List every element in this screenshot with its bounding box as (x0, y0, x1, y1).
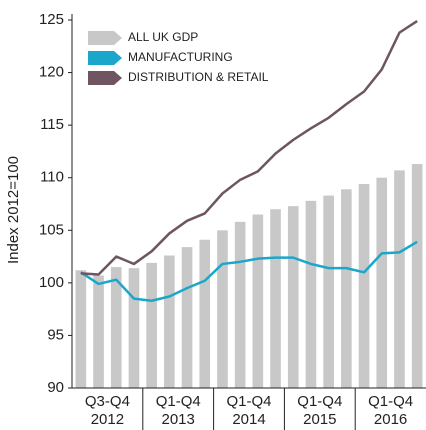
x-group-year: 2013 (162, 411, 195, 428)
legend-swatch (88, 71, 122, 85)
y-tick-label: 100 (39, 274, 64, 291)
x-group-year: 2014 (232, 411, 265, 428)
bar (323, 195, 334, 388)
bar (376, 177, 388, 388)
x-group-label: Q1-Q4 (297, 393, 342, 410)
x-group-year: 2016 (374, 411, 407, 428)
bar (234, 221, 246, 388)
x-group-label: Q1-Q4 (226, 393, 271, 410)
y-tick-label: 90 (47, 379, 64, 396)
bar (217, 230, 228, 388)
bar (128, 268, 140, 388)
line (80, 20, 418, 276)
x-group-year: 2012 (91, 411, 124, 428)
y-tick-label: 115 (40, 116, 64, 133)
bar (146, 262, 157, 388)
bar (181, 247, 193, 388)
y-tick-label: 105 (39, 221, 64, 238)
bar (199, 239, 211, 388)
y-axis-label: Index 2012=100 (5, 156, 22, 264)
bar (358, 184, 370, 388)
bar (93, 275, 104, 388)
bar (252, 214, 264, 388)
bar (287, 206, 299, 388)
bar (411, 164, 423, 388)
bar (75, 270, 87, 388)
x-group-label: Q1-Q4 (156, 393, 201, 410)
legend-label: MANUFACTURING (128, 50, 233, 64)
y-tick-label: 110 (40, 169, 64, 186)
bar (270, 209, 281, 388)
legend-label: ALL UK GDP (128, 30, 198, 44)
y-tick-label: 95 (47, 326, 64, 343)
x-group-year: 2015 (303, 411, 336, 428)
line (80, 240, 418, 302)
bar (305, 200, 317, 388)
x-group-label: Q3-Q4 (85, 393, 130, 410)
bar (341, 189, 352, 388)
bar (164, 255, 175, 388)
bar (110, 267, 122, 388)
legend-swatch (88, 31, 122, 45)
y-tick-label: 125 (39, 11, 64, 28)
y-tick-label: 120 (39, 64, 64, 81)
legend-swatch (88, 51, 122, 65)
x-group-label: Q1-Q4 (368, 393, 413, 410)
bar (394, 170, 405, 388)
legend-label: DISTRIBUTION & RETAIL (128, 70, 269, 84)
